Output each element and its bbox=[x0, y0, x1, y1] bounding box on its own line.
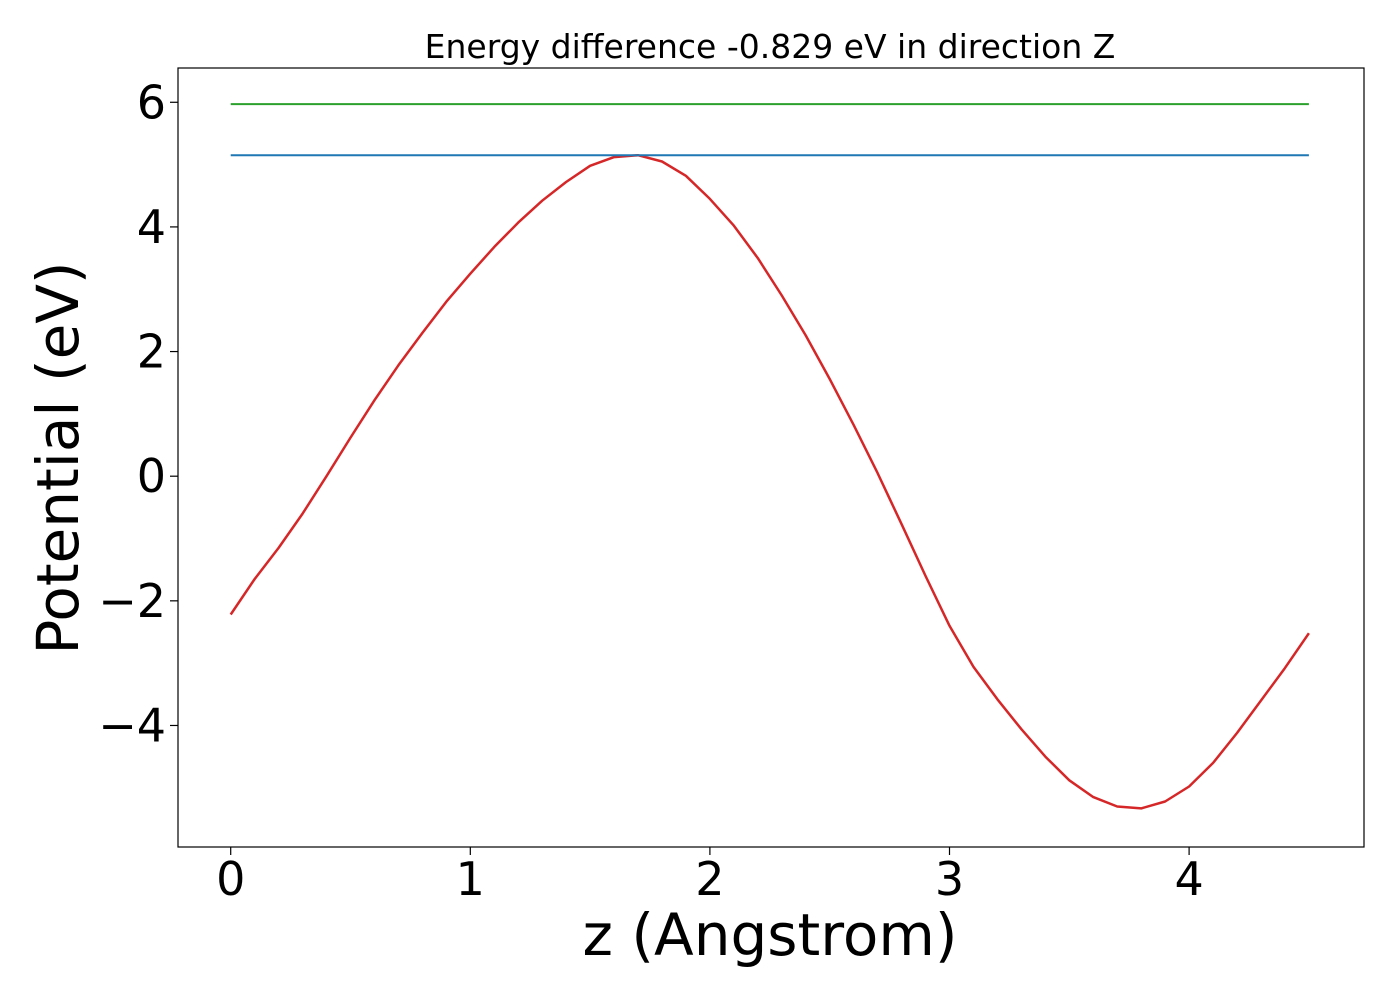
chart-title: Energy difference -0.829 eV in direction… bbox=[425, 27, 1116, 66]
y-axis-label: Potential (eV) bbox=[24, 261, 92, 654]
y-tick-label: 0 bbox=[137, 449, 166, 503]
x-tick-label: 4 bbox=[1174, 852, 1203, 906]
y-axis-ticks: −4 −2 0 2 4 6 bbox=[98, 75, 178, 752]
x-axis-ticks: 0 1 2 3 4 bbox=[216, 847, 1204, 906]
x-tick-label: 0 bbox=[216, 852, 245, 906]
y-tick-label: −4 bbox=[98, 698, 166, 752]
x-tick-label: 3 bbox=[935, 852, 964, 906]
y-tick-label: −2 bbox=[98, 574, 166, 628]
x-tick-label: 2 bbox=[695, 852, 724, 906]
plot-area-frame bbox=[177, 67, 1365, 848]
y-tick-label: 2 bbox=[137, 325, 166, 379]
y-tick-label: 6 bbox=[137, 75, 166, 129]
series-layer bbox=[229, 103, 1310, 810]
series-line-1 bbox=[229, 153, 1310, 810]
y-tick-label: 4 bbox=[137, 200, 166, 254]
x-axis-label: z (Angstrom) bbox=[583, 901, 958, 969]
x-tick-label: 1 bbox=[456, 852, 485, 906]
